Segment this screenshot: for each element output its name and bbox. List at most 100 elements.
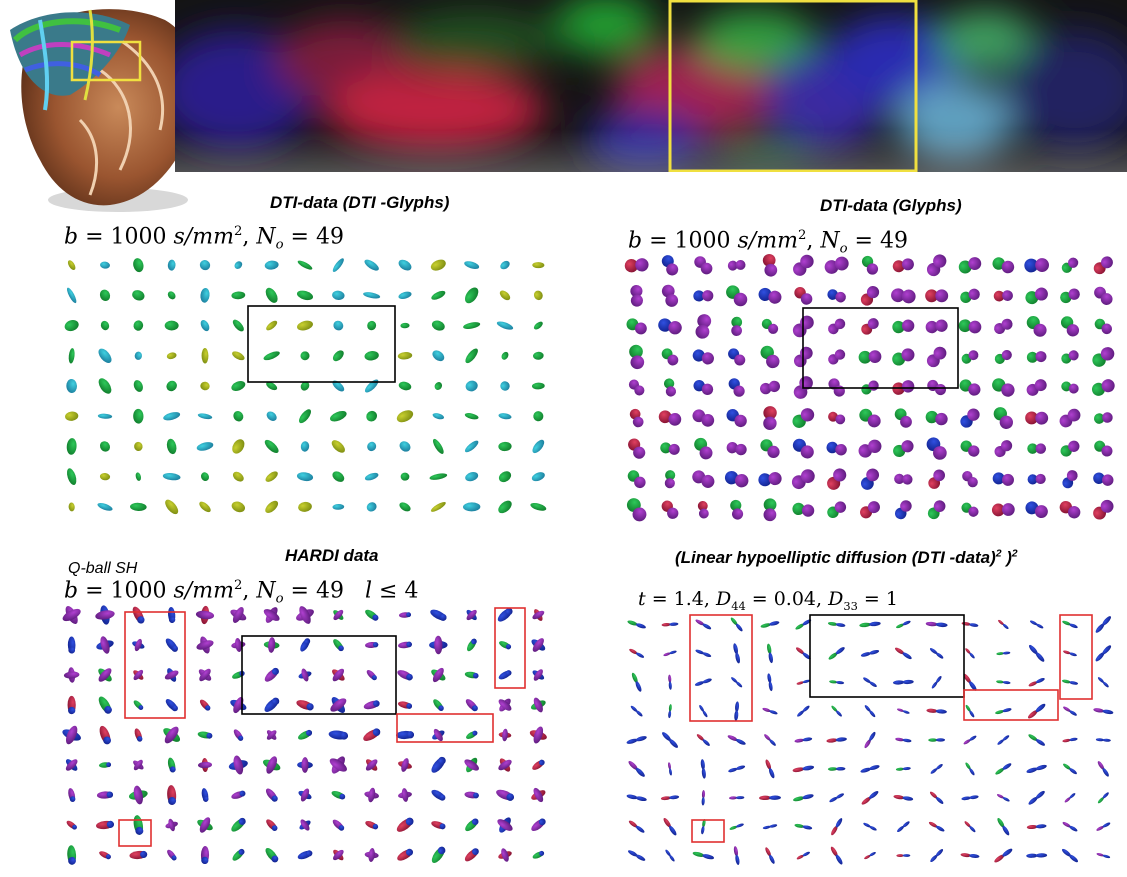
glyph (395, 730, 415, 740)
glyph (533, 351, 544, 360)
glyph (300, 381, 310, 391)
glyph (332, 503, 345, 510)
glyph (197, 731, 213, 739)
glyph (760, 345, 780, 369)
glyph (398, 259, 412, 271)
glyph (997, 817, 1010, 836)
glyph (465, 380, 478, 392)
glyph (132, 638, 145, 652)
glyph (830, 846, 843, 865)
glyph (98, 668, 112, 682)
glyph (893, 440, 914, 458)
glyph (165, 818, 178, 832)
glyph (496, 321, 514, 330)
glyph (299, 409, 311, 424)
glyph (198, 668, 212, 682)
glyph (764, 734, 776, 746)
glyph (366, 410, 378, 422)
glyph (133, 669, 144, 681)
glyph (66, 468, 77, 486)
glyph (531, 382, 545, 390)
glyph (960, 853, 980, 858)
glyph (630, 705, 643, 717)
glyph (762, 707, 778, 715)
glyph (332, 668, 345, 682)
glyph (266, 819, 278, 831)
glyph (1029, 644, 1045, 662)
glyph (431, 846, 446, 864)
glyph (399, 441, 411, 452)
glyph (1097, 761, 1109, 777)
glyph (860, 501, 880, 519)
glyph (728, 348, 746, 366)
glyph (1062, 620, 1078, 629)
glyph (861, 255, 879, 275)
glyph (266, 411, 277, 421)
glyph (762, 253, 778, 277)
glyph (761, 318, 779, 334)
glyph (531, 787, 546, 803)
glyph (726, 409, 747, 428)
glyph (860, 468, 880, 490)
glyph (330, 697, 347, 713)
glyph (300, 441, 310, 452)
glyph (1028, 677, 1045, 687)
glyph (925, 319, 948, 334)
glyph (464, 757, 479, 773)
glyph (727, 259, 746, 271)
glyph (731, 316, 743, 336)
glyph (431, 667, 446, 683)
glyph (134, 728, 143, 742)
hypo-title-sup1: 2 (995, 548, 1002, 560)
glyph (958, 319, 982, 334)
glyph (529, 726, 547, 744)
glyph (1092, 347, 1115, 367)
glyph (858, 439, 882, 458)
glyph (100, 320, 110, 331)
glyph (498, 471, 512, 483)
glyph (98, 348, 112, 363)
glyph (796, 679, 811, 685)
glyph (463, 322, 481, 329)
glyph (530, 697, 546, 713)
glyph (660, 442, 680, 455)
glyph (333, 609, 344, 621)
glyph (765, 759, 775, 779)
glyph (398, 291, 412, 300)
glyph (465, 818, 479, 832)
glyph (1026, 764, 1047, 773)
glyph (68, 788, 76, 802)
glyph (864, 731, 876, 749)
glyph (668, 674, 672, 690)
glyph (994, 318, 1013, 335)
glyph (298, 729, 313, 740)
glyph (726, 285, 748, 307)
glyph (961, 502, 979, 517)
glyph (796, 851, 810, 860)
glyph (695, 314, 712, 339)
glyph (662, 732, 678, 748)
glyph (860, 649, 880, 657)
glyph (498, 728, 512, 742)
glyph (200, 319, 210, 332)
glyph (333, 639, 344, 652)
glyph (400, 472, 410, 481)
glyph (297, 850, 313, 860)
glyph (164, 320, 179, 331)
glyph (398, 641, 412, 649)
glyph (96, 636, 114, 654)
glyph (532, 850, 545, 859)
glyph (264, 260, 279, 270)
params-dti-ellipsoids: b = 1000 s/mm2, No = 49 (64, 224, 344, 253)
glyph (431, 789, 446, 801)
glyph (864, 705, 876, 718)
glyph (398, 612, 412, 618)
glyph (626, 318, 647, 335)
hypo-title-tail: ) (1001, 548, 1012, 567)
glyph (197, 413, 213, 420)
glyph (133, 380, 143, 392)
glyph (930, 763, 943, 774)
glyph (992, 378, 1015, 397)
glyph (758, 472, 782, 487)
glyph (1060, 316, 1080, 337)
